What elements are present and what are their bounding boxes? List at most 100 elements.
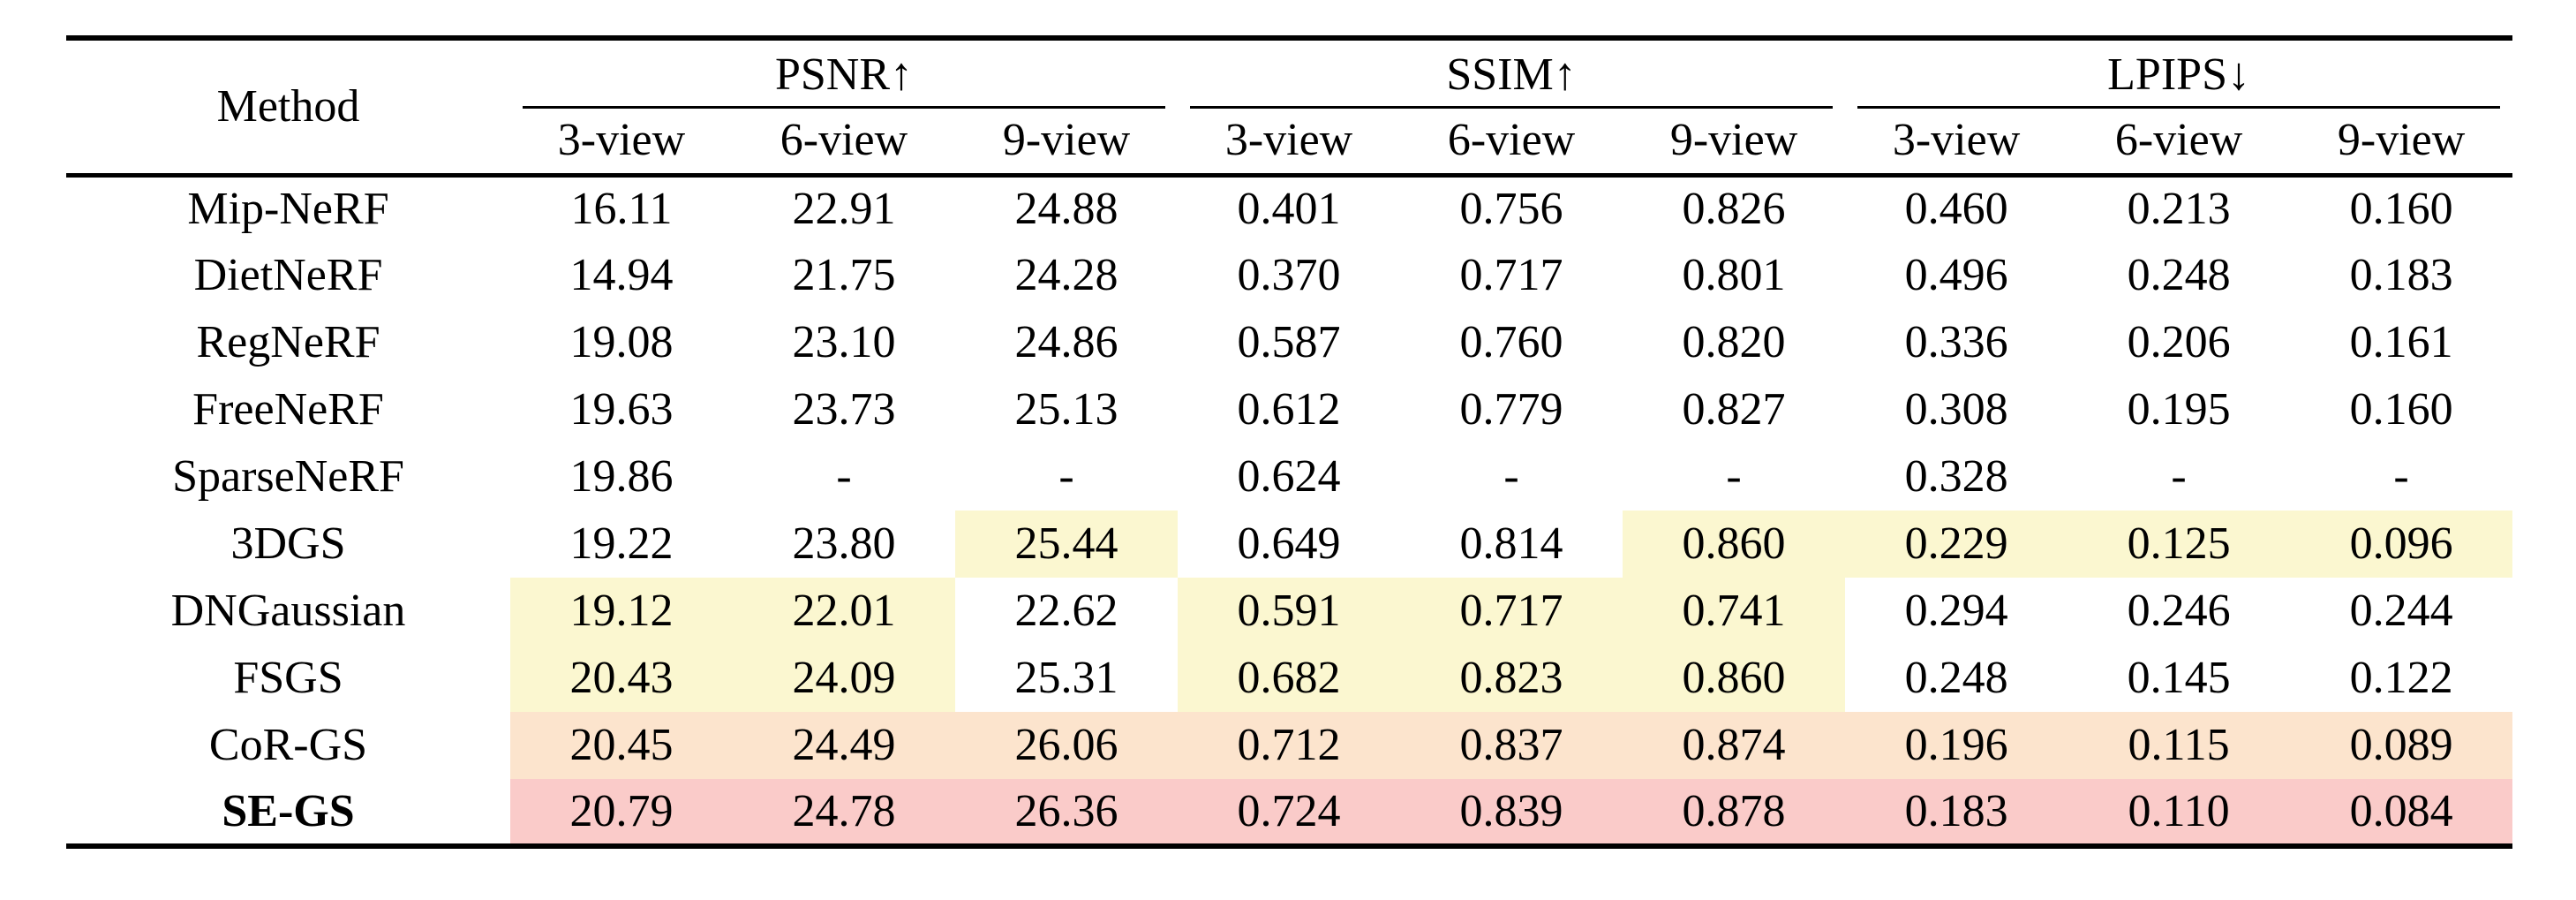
metric-cell: 0.160 bbox=[2349, 184, 2453, 235]
col-header-psnr: PSNR↑ bbox=[510, 38, 1178, 109]
metric-cell: - bbox=[2393, 451, 2409, 502]
metric-cell: 0.308 bbox=[1904, 384, 2008, 435]
metric-cell: 0.401 bbox=[1237, 184, 1341, 235]
metric-cell: 0.115 bbox=[2068, 712, 2291, 779]
results-table: Method PSNR↑ SSIM↑ LPIPS↓ 3-view 6-view … bbox=[66, 35, 2513, 849]
metric-cell: 0.823 bbox=[1400, 645, 1623, 712]
col-header-ssim-3view: 3-view bbox=[1178, 109, 1401, 178]
metric-cell: 0.161 bbox=[2349, 317, 2453, 367]
method-cell: DietNeRF bbox=[193, 250, 383, 300]
metric-cell: 24.28 bbox=[1014, 250, 1119, 300]
metric-cell: - bbox=[1726, 451, 1742, 502]
table-row: SparseNeRF 19.86 - - 0.624 - - 0.328 - - bbox=[66, 443, 2512, 511]
method-cell: RegNeRF bbox=[196, 317, 380, 367]
metric-cell: 24.78 bbox=[733, 779, 955, 846]
metric-cell: 0.294 bbox=[1904, 586, 2008, 636]
metric-cell: 0.145 bbox=[2127, 653, 2231, 703]
metric-cell: 0.860 bbox=[1623, 511, 1846, 578]
metric-cell: 19.08 bbox=[569, 317, 674, 367]
metric-cell: 20.43 bbox=[510, 645, 733, 712]
metric-cell: 0.336 bbox=[1904, 317, 2008, 367]
metric-cell: 0.712 bbox=[1178, 712, 1401, 779]
metric-cell: - bbox=[2171, 451, 2187, 502]
metric-cell: 0.624 bbox=[1237, 451, 1341, 502]
table-row: RegNeRF 19.08 23.10 24.86 0.587 0.760 0.820 0.3… bbox=[66, 309, 2512, 376]
metric-cell: 0.096 bbox=[2290, 511, 2513, 578]
metric-cell: 0.717 bbox=[1400, 578, 1623, 645]
table-row: Mip-NeRF 16.11 22.91 24.88 0.401 0.756 0.826 0.… bbox=[66, 175, 2512, 242]
metric-cell: 23.10 bbox=[792, 317, 896, 367]
metric-cell: 0.587 bbox=[1237, 317, 1341, 367]
metric-cell: 0.089 bbox=[2290, 712, 2513, 779]
metric-cell: 0.206 bbox=[2127, 317, 2231, 367]
metric-cell: 19.86 bbox=[569, 451, 674, 502]
method-cell: Mip-NeRF bbox=[187, 184, 389, 235]
metric-cell: 21.75 bbox=[792, 250, 896, 300]
metric-cell: 0.837 bbox=[1400, 712, 1623, 779]
method-cell: CoR-GS bbox=[208, 720, 368, 770]
method-cell: SE-GS bbox=[222, 785, 355, 836]
metric-cell: - bbox=[836, 451, 852, 502]
metric-cell: 0.814 bbox=[1459, 518, 1563, 569]
metric-cell: 0.760 bbox=[1459, 317, 1563, 367]
col-header-lpips: LPIPS↓ bbox=[1845, 38, 2512, 109]
method-cell: 3DGS bbox=[230, 518, 346, 569]
metric-cell: - bbox=[1058, 451, 1074, 502]
metric-cell: 0.110 bbox=[2068, 779, 2291, 846]
metric-cell: 24.86 bbox=[1014, 317, 1119, 367]
metric-cell: 0.122 bbox=[2349, 653, 2453, 703]
metric-cell: 19.12 bbox=[510, 578, 733, 645]
metric-cell: 0.649 bbox=[1237, 518, 1341, 569]
metric-cell: 0.084 bbox=[2290, 779, 2513, 846]
metric-cell: 0.248 bbox=[1904, 653, 2008, 703]
metric-cell: 0.779 bbox=[1459, 384, 1563, 435]
table-row: CoR-GS 20.45 24.49 26.06 0.712 0.837 0.874 0.19… bbox=[66, 712, 2513, 779]
metric-cell: 0.183 bbox=[2349, 250, 2453, 300]
metric-cell: 0.229 bbox=[1845, 511, 2068, 578]
col-header-lpips-9view: 9-view bbox=[2290, 109, 2513, 178]
metric-cell: 0.860 bbox=[1623, 645, 1846, 712]
metric-cell: 0.195 bbox=[2127, 384, 2231, 435]
metric-cell: 0.682 bbox=[1178, 645, 1401, 712]
metric-cell: 0.878 bbox=[1623, 779, 1846, 846]
metric-cell: 26.06 bbox=[955, 712, 1179, 779]
metric-cell: 0.125 bbox=[2068, 511, 2291, 578]
metric-cell: 0.248 bbox=[2127, 250, 2231, 300]
header-group-row: Method PSNR↑ SSIM↑ LPIPS↓ bbox=[66, 38, 2512, 178]
metric-cell: 23.73 bbox=[792, 384, 896, 435]
metric-cell: 0.741 bbox=[1623, 578, 1846, 645]
metric-cell: 24.09 bbox=[733, 645, 955, 712]
metric-cell: 25.13 bbox=[1014, 384, 1119, 435]
col-header-psnr-3view: 3-view bbox=[510, 109, 733, 178]
metric-cell: 0.826 bbox=[1682, 184, 1786, 235]
metric-cell: 20.79 bbox=[510, 779, 733, 846]
method-cell: FSGS bbox=[233, 653, 343, 703]
metric-cell: 0.801 bbox=[1682, 250, 1786, 300]
metric-cell: 16.11 bbox=[570, 184, 673, 235]
metric-cell: 22.62 bbox=[1014, 586, 1119, 636]
metric-cell: 19.22 bbox=[569, 518, 674, 569]
metric-cell: 0.874 bbox=[1623, 712, 1846, 779]
metric-cell: 0.370 bbox=[1237, 250, 1341, 300]
results-table-body: Mip-NeRF 16.11 22.91 24.88 0.401 0.756 0.826 0.… bbox=[66, 175, 2513, 846]
col-header-psnr-9view: 9-view bbox=[955, 109, 1179, 178]
metric-cell: 0.756 bbox=[1459, 184, 1563, 235]
metric-cell: 22.01 bbox=[733, 578, 955, 645]
metric-cell: 0.820 bbox=[1682, 317, 1786, 367]
metric-cell: 0.839 bbox=[1400, 779, 1623, 846]
table-row: DNGaussian 19.12 22.01 22.62 0.591 0.717 0.741… bbox=[66, 578, 2512, 645]
metric-cell: 20.45 bbox=[510, 712, 733, 779]
table-row: SE-GS 20.79 24.78 26.36 0.724 0.839 0.878 0.183… bbox=[66, 779, 2513, 846]
method-cell: DNGaussian bbox=[170, 586, 406, 636]
metric-cell: 0.244 bbox=[2349, 586, 2453, 636]
metric-cell: 26.36 bbox=[955, 779, 1179, 846]
metric-cell: 24.49 bbox=[733, 712, 955, 779]
metric-cell: 14.94 bbox=[569, 250, 674, 300]
metric-cell: 0.246 bbox=[2127, 586, 2231, 636]
metric-cell: 22.91 bbox=[792, 184, 896, 235]
table-row: 3DGS 19.22 23.80 25.44 0.649 0.814 0.860 0.229 0… bbox=[66, 511, 2513, 578]
metric-cell: 0.328 bbox=[1904, 451, 2008, 502]
metric-cell: 25.31 bbox=[1014, 653, 1119, 703]
col-header-method: Method bbox=[66, 38, 510, 178]
col-header-psnr-6view: 6-view bbox=[733, 109, 955, 178]
